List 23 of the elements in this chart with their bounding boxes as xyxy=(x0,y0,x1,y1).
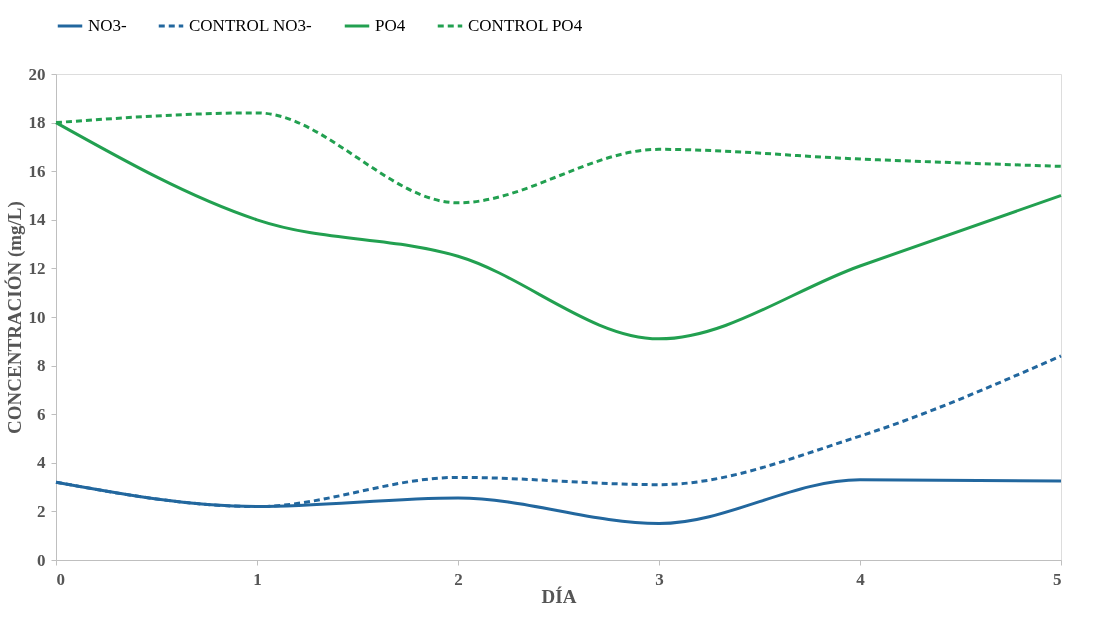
legend-label: NO3- xyxy=(88,16,128,35)
y-axis-title: CONCENTRACIÓN (mg/L) xyxy=(3,201,26,434)
y-tick-label: 10 xyxy=(28,307,46,327)
y-tick-label: 18 xyxy=(28,113,46,133)
y-tick-label: 6 xyxy=(37,404,46,424)
x-tick-label: 1 xyxy=(253,569,262,589)
y-tick-label: 2 xyxy=(37,501,46,521)
y-tick-label: 20 xyxy=(28,64,46,84)
y-tick-label: 14 xyxy=(28,210,46,230)
legend-label: PO4 xyxy=(375,16,406,35)
x-tick-label: 0 xyxy=(56,569,65,589)
x-tick-label: 4 xyxy=(856,569,866,589)
x-tick-label: 2 xyxy=(454,569,463,589)
legend-label: CONTROL PO4 xyxy=(468,16,583,35)
x-tick-label: 5 xyxy=(1053,569,1062,589)
y-tick-label: 0 xyxy=(37,550,46,570)
x-axis-title: DÍA xyxy=(541,585,577,607)
y-tick-label: 8 xyxy=(37,356,46,376)
x-tick-label: 3 xyxy=(655,569,664,589)
legend-label: CONTROL NO3- xyxy=(189,16,312,35)
y-tick-label: 12 xyxy=(28,258,46,278)
y-tick-label: 4 xyxy=(37,453,46,473)
y-tick-label: 16 xyxy=(28,161,46,181)
